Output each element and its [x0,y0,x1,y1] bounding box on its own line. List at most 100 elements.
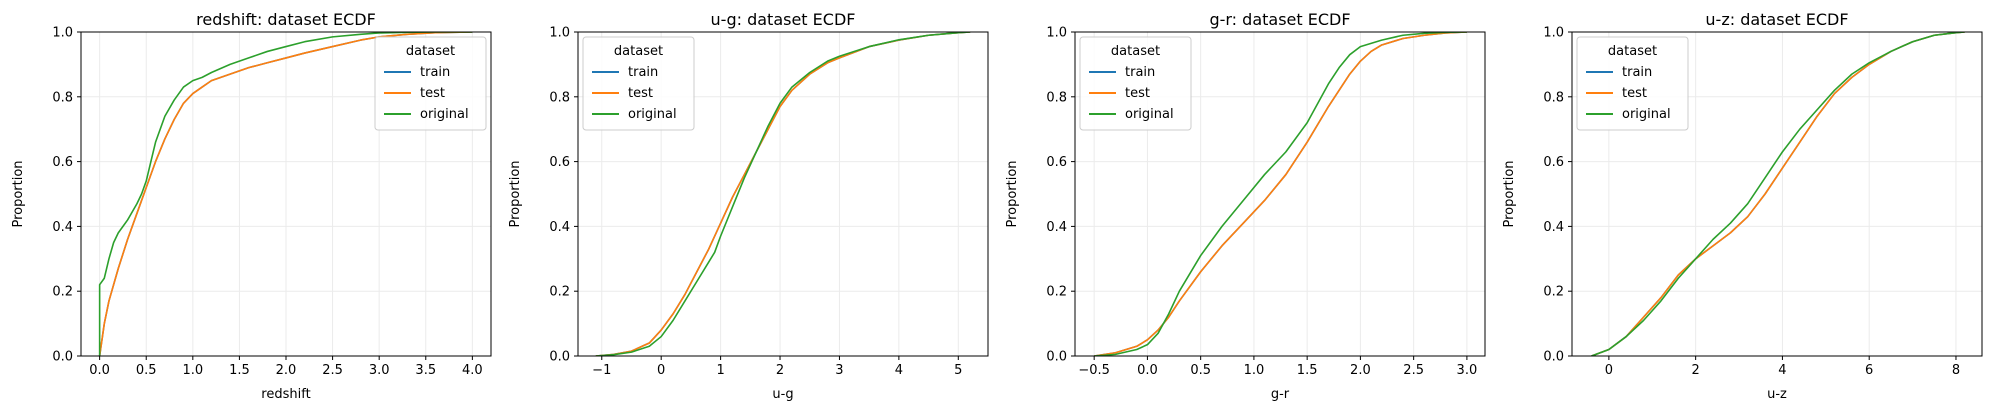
x-axis-label: u-z [1767,387,1787,402]
y-axis-label: Proportion [1502,160,1517,227]
legend: dataset train test original [374,36,487,131]
x-tick-label: 2 [776,363,784,378]
y-axis-label: Proportion [508,160,523,227]
y-tick-label: 0.0 [52,350,73,365]
x-tick-label: 3.0 [369,363,390,378]
legend-label-train: train [1622,65,1652,80]
series-line-original [98,32,473,356]
x-tick-label: 0.0 [89,363,110,378]
x-tick-label: 4 [1778,363,1786,378]
legend-label-test: test [1622,86,1647,101]
axes-frame [1074,31,1486,357]
x-tick-label: 0 [1605,363,1613,378]
x-tick-label: 2.0 [276,363,297,378]
legend: dataset train test original [582,36,695,131]
legend-title: dataset [614,44,663,59]
y-tick-label: 0.6 [549,155,570,170]
y-tick-label: 0.6 [1046,155,1067,170]
x-tick-label: −0.5 [1078,363,1110,378]
y-axis-label: Proportion [11,160,26,227]
chart-panel-1: 0.0 0.5 1.0 1.5 2.0 2.5 3.0 3.5 4.0 0.0 0.2 0.4 0.6 0… [11,10,492,402]
legend-title: dataset [1111,44,1160,59]
y-tick-label: 0.0 [549,350,570,365]
y-tick-label: 0.0 [1543,350,1564,365]
y-tick-label: 0.6 [1543,155,1564,170]
legend-title: dataset [1608,44,1657,59]
y-tick-label: 1.0 [1543,26,1564,41]
y-tick-label: 0.4 [549,220,570,235]
legend-label-train: train [628,65,658,80]
legend-label-original: original [1622,107,1671,122]
series-line-original [1094,32,1467,356]
y-tick-label: 0.4 [52,220,73,235]
y-tick-label: 0.4 [1543,220,1564,235]
chart-panel-4: 0 2 4 6 8 0.0 0.2 0.4 0.6 0.8 1.0 u-z: dataset ECDF… [1502,10,1983,402]
y-tick-label: 0.8 [1046,90,1067,105]
y-tick-label: 0.2 [549,285,570,300]
axes-frame [1571,31,1983,357]
chart-panel-3: −0.5 0.0 0.5 1.0 1.5 2.0 2.5 3.0 0.0 0.2 0.4 0.6 0.8… [1005,10,1486,402]
legend-label-test: test [420,86,445,101]
x-tick-label: 1.5 [1297,363,1318,378]
legend-label-test: test [628,86,653,101]
x-tick-label: 6 [1865,363,1873,378]
series-line-original [1591,32,1965,356]
x-tick-label: 4.0 [462,363,483,378]
series-line-test [98,32,473,356]
x-tick-label: 0.5 [136,363,157,378]
x-tick-label: 1.0 [1244,363,1265,378]
x-tick-label: 2 [1692,363,1700,378]
series-line-test [1094,32,1467,356]
y-tick-label: 0.8 [52,90,73,105]
y-tick-label: 0.6 [52,155,73,170]
y-tick-label: 0.8 [549,90,570,105]
x-tick-label: 3.5 [415,363,436,378]
x-tick-label: 1.5 [229,363,250,378]
y-tick-label: 0.2 [1046,285,1067,300]
x-tick-label: 5 [954,363,962,378]
x-tick-label: 0 [657,363,665,378]
legend: dataset train test original [1079,36,1192,131]
series-line-original [595,32,971,356]
legend-box [582,36,695,131]
x-tick-label: 1 [716,363,724,378]
chart-title: u-z: dataset ECDF [1705,10,1848,29]
y-tick-label: 1.0 [549,26,570,41]
chart-panel-2: −1 0 1 2 3 4 5 0.0 0.2 0.4 0.6 0.8 1.0 u-g: dataset E… [508,10,989,402]
x-tick-label: 2.0 [1350,363,1371,378]
legend-label-train: train [1125,65,1155,80]
x-tick-label: 2.5 [322,363,343,378]
legend-label-train: train [420,65,450,80]
legend-box [374,36,487,131]
x-axis-label: redshift [261,387,310,402]
chart-title: u-g: dataset ECDF [711,10,856,29]
x-tick-label: 0.5 [1190,363,1211,378]
legend-label-original: original [628,107,677,122]
y-tick-label: 0.2 [52,285,73,300]
legend-box [1079,36,1192,131]
y-tick-label: 0.0 [1046,350,1067,365]
y-tick-label: 0.2 [1543,285,1564,300]
x-tick-label: 2.5 [1403,363,1424,378]
y-tick-label: 1.0 [52,26,73,41]
legend-box [1576,36,1689,131]
x-tick-label: 3.0 [1457,363,1478,378]
legend-label-original: original [1125,107,1174,122]
legend-label-original: original [420,107,469,122]
axes-frame [577,31,989,357]
chart-title: g-r: dataset ECDF [1209,10,1350,29]
x-axis-label: g-r [1271,387,1290,402]
x-tick-label: 1.0 [182,363,203,378]
y-tick-label: 1.0 [1046,26,1067,41]
y-tick-label: 0.8 [1543,90,1564,105]
y-axis-label: Proportion [1005,160,1020,227]
x-tick-label: −1 [592,363,611,378]
x-axis-label: u-g [772,387,793,402]
legend-title: dataset [406,44,455,59]
x-tick-label: 0.0 [1137,363,1158,378]
x-tick-label: 8 [1952,363,1960,378]
chart-title: redshift: dataset ECDF [196,10,376,29]
y-tick-label: 0.4 [1046,220,1067,235]
